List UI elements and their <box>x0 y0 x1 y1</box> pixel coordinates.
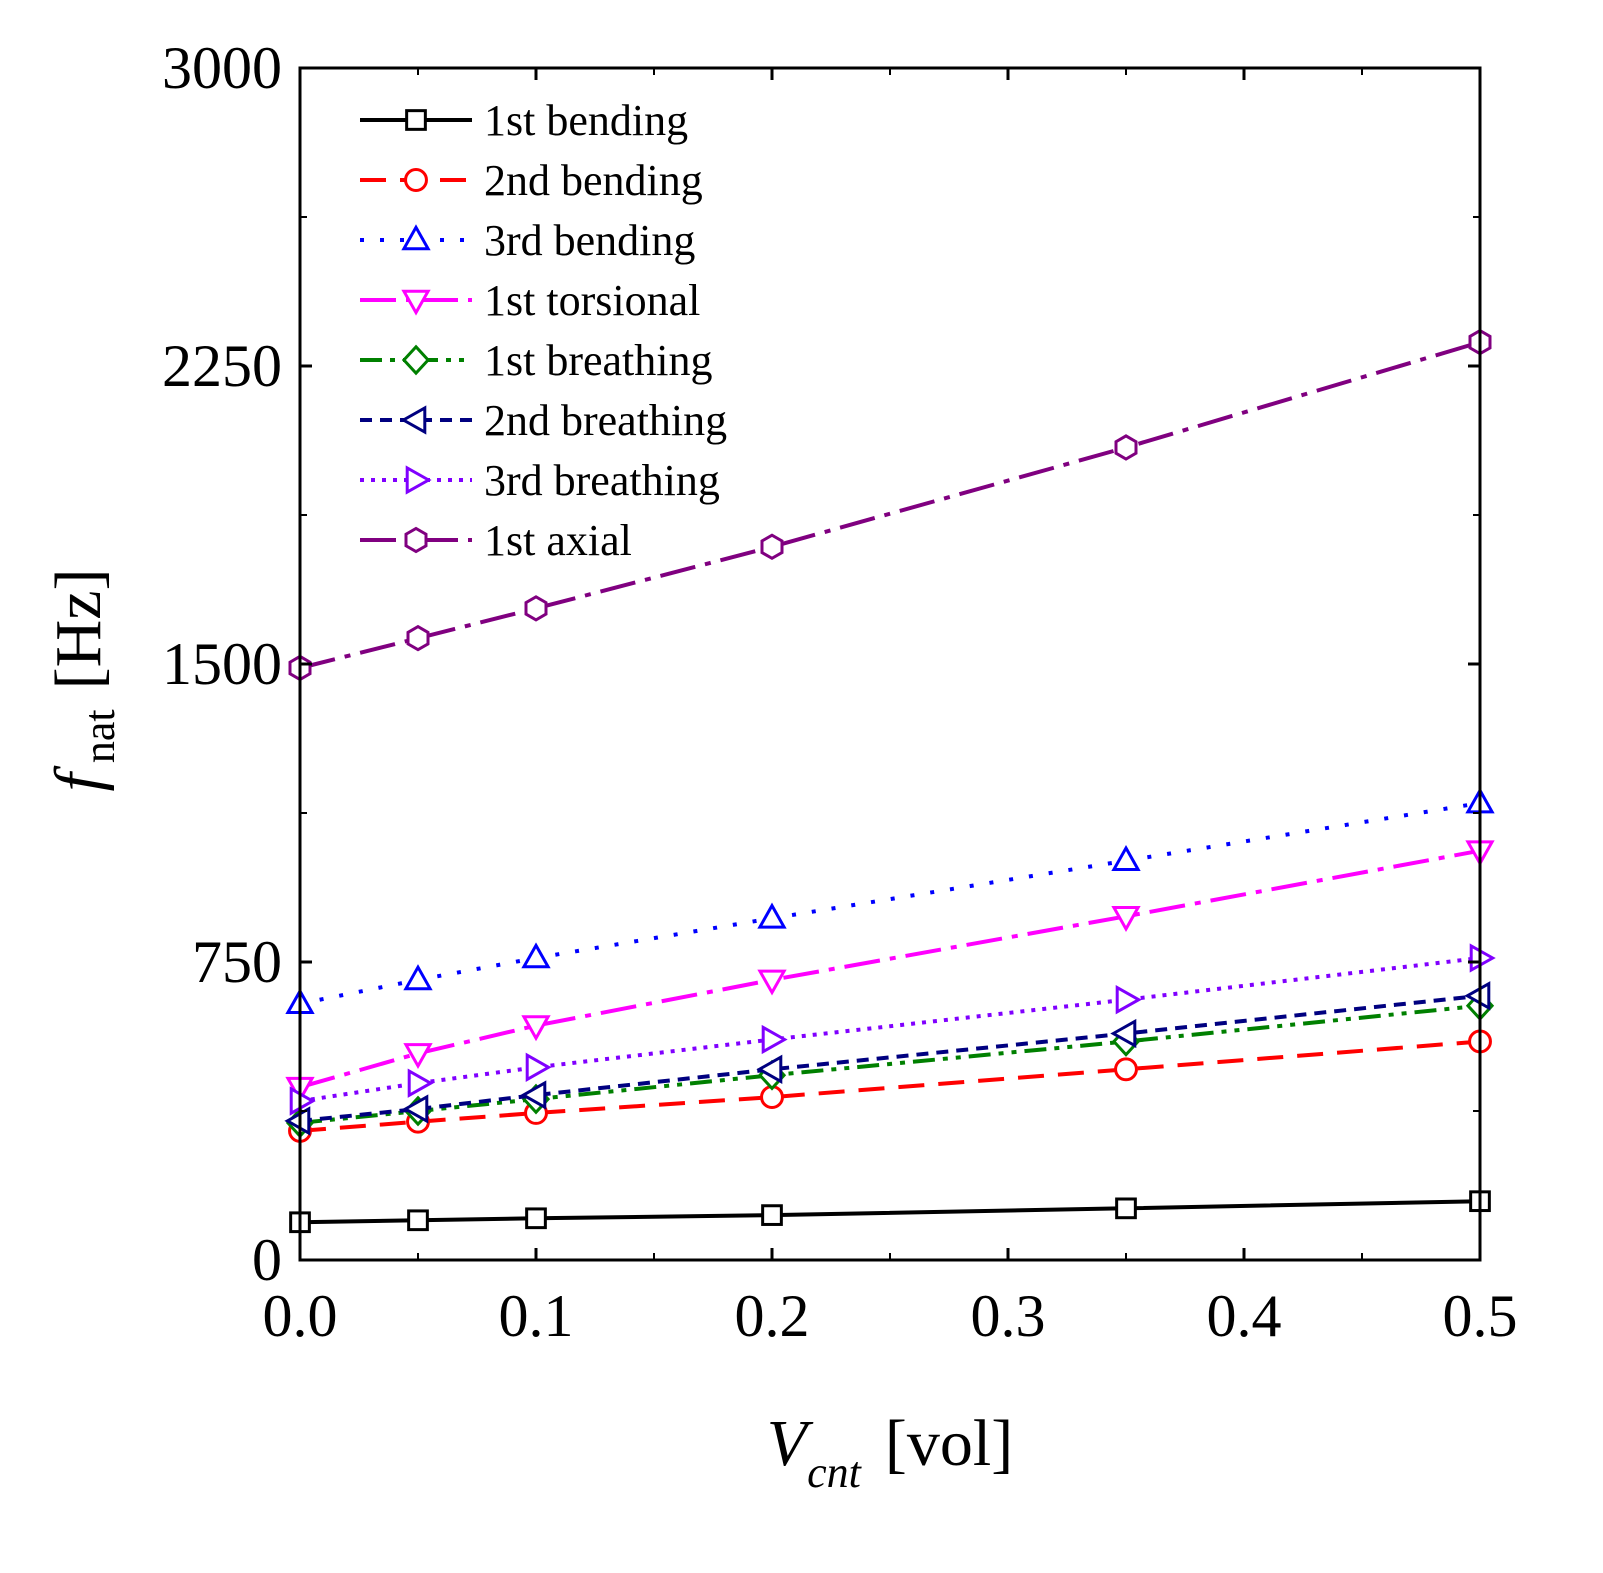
data-point <box>756 1054 783 1084</box>
legend-item: 1st breathing <box>360 336 713 385</box>
legend-marker <box>404 168 428 192</box>
data-point <box>1115 985 1142 1015</box>
y-axis-title: f nat [Hz] <box>42 568 124 791</box>
data-point <box>406 624 430 652</box>
data-point <box>520 1080 547 1110</box>
series-line <box>299 1039 1481 1133</box>
data-point <box>761 1024 788 1055</box>
data-point <box>525 1052 552 1082</box>
data-point <box>1111 906 1141 933</box>
y-tick-label: 750 <box>192 929 282 995</box>
legend-marker <box>400 405 427 435</box>
series-line <box>299 801 1481 1006</box>
y-axis-unit: [Hz] <box>42 568 115 689</box>
data-point <box>1115 1197 1137 1220</box>
y-tick-label: 2250 <box>162 333 282 399</box>
series-line <box>299 340 1481 670</box>
x-axis-subscript: cnt <box>807 1448 863 1497</box>
series-line <box>299 1003 1481 1125</box>
data-point <box>284 1106 311 1136</box>
series-3rd-breathing <box>289 943 1496 1116</box>
series-line <box>299 993 1481 1123</box>
legend-item: 1st axial <box>360 516 632 565</box>
legend-label: 2nd breathing <box>484 396 727 445</box>
legend-label: 3rd bending <box>484 216 695 265</box>
legend-marker <box>401 224 431 251</box>
tick-labels-layer: 0.0 0.1 0.2 0.3 0.4 0.5 0 750 1500 2250 3000 <box>162 35 1518 1349</box>
ticks-layer <box>298 66 1482 1262</box>
legend: 1st bending 2nd bending 3rd bending 1st tor… <box>360 96 727 565</box>
series-line <box>299 956 1481 1104</box>
data-point <box>761 1204 783 1226</box>
data-point <box>407 1209 429 1232</box>
data-point <box>757 902 787 929</box>
legend-item: 1st bending <box>360 96 688 145</box>
legend-item: 2nd breathing <box>360 396 727 445</box>
data-point <box>1469 943 1496 973</box>
data-point <box>1110 1018 1137 1049</box>
x-axis-unit: [vol] <box>885 1407 1013 1480</box>
data-point <box>289 1086 316 1116</box>
legend-item: 3rd bending <box>360 216 695 265</box>
x-axis-symbol: V <box>767 1407 814 1480</box>
legend-label: 3rd breathing <box>484 456 720 505</box>
y-tick-label: 3000 <box>162 35 282 101</box>
data-point <box>407 1068 434 1098</box>
x-tick-label: 0.5 <box>1443 1283 1518 1349</box>
legend-label: 1st bending <box>484 96 688 145</box>
legend-marker <box>404 526 428 554</box>
legend-marker <box>405 109 427 131</box>
y-tick-label: 1500 <box>162 631 282 697</box>
series-1st-bending <box>289 1190 1491 1234</box>
data-point <box>1114 434 1138 461</box>
data-point <box>521 1015 551 1042</box>
legend-marker <box>401 344 431 376</box>
data-point <box>524 595 548 622</box>
x-tick-label: 0.0 <box>263 1283 338 1349</box>
series-line <box>299 1199 1481 1225</box>
data-point <box>1111 844 1141 871</box>
data-point <box>403 964 433 991</box>
x-tick-label: 0.3 <box>971 1283 1046 1349</box>
legend-item: 1st torsional <box>360 276 700 325</box>
series-3rd-bending <box>285 787 1495 1014</box>
legend-label: 1st breathing <box>484 336 713 385</box>
data-point <box>521 942 551 969</box>
legend-label: 1st axial <box>484 516 632 565</box>
legend-item: 3rd breathing <box>360 456 720 505</box>
x-tick-label: 0.2 <box>735 1283 810 1349</box>
data-point <box>1464 981 1491 1011</box>
data-point <box>403 1043 433 1070</box>
x-axis-title: V cnt [vol] <box>767 1407 1013 1497</box>
data-point <box>402 1094 429 1124</box>
data-point <box>757 969 787 996</box>
data-point <box>525 1207 547 1230</box>
legend-marker <box>405 465 432 495</box>
y-tick-label: 0 <box>252 1227 282 1293</box>
data-point <box>760 533 784 561</box>
legend-marker <box>401 289 431 316</box>
x-tick-label: 0.1 <box>499 1283 574 1349</box>
legend-label: 2nd bending <box>484 156 703 205</box>
series-1st-axial <box>288 328 1492 682</box>
x-tick-label: 0.4 <box>1207 1283 1282 1349</box>
legend-label: 1st torsional <box>484 276 700 325</box>
data-point <box>1114 1057 1138 1082</box>
y-axis-subscript: nat <box>75 709 124 763</box>
legend-item: 2nd bending <box>360 156 703 205</box>
series-2nd-breathing <box>284 981 1491 1136</box>
